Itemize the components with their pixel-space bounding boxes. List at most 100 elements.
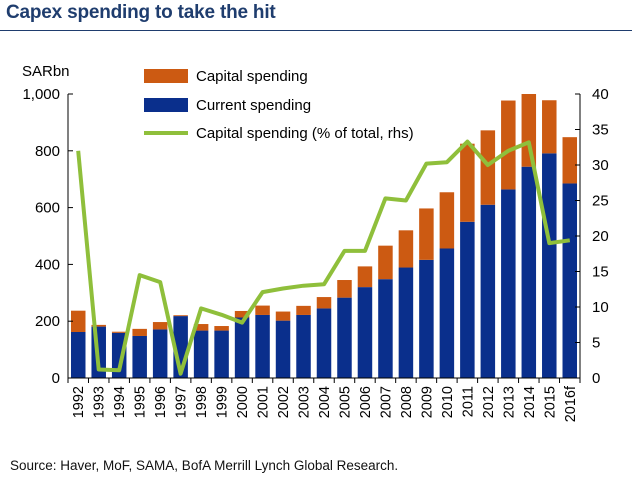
bar-current-2002 [275,320,291,378]
bar-current-2000 [234,317,250,378]
bar-capital-2010 [439,192,455,249]
bar-current-2016f [562,183,578,378]
right-tick-label: 40 [592,86,609,103]
bar-current-2009 [419,259,434,378]
bar-current-2008 [398,267,414,378]
bar-capital-1994 [111,331,127,333]
right-tick-label: 5 [592,335,600,352]
x-tick-label: 2015 [542,386,558,418]
legend-label-capital-pct: Capital spending (% of total, rhs) [196,125,414,142]
bar-capital-2002 [275,311,291,321]
x-tick-label: 2010 [440,386,456,418]
bar-current-2003 [296,314,311,378]
bar-current-2013 [501,189,516,378]
x-tick-label: 1993 [92,386,108,418]
bar-capital-2003 [296,305,311,315]
bar-capital-2016f [562,137,578,184]
chart: SARbn Capital spending Current spending … [22,63,609,422]
right-tick-label: 30 [592,157,609,174]
x-tick-label: 2001 [256,386,272,418]
left-tick-label: 400 [35,256,60,273]
legend-label-current: Current spending [196,97,311,114]
x-tick-label: 2013 [501,386,517,418]
bar-current-1999 [214,330,229,378]
bar-capital-2014 [521,94,537,167]
bar-current-2007 [378,279,393,378]
bar-current-1996 [152,329,168,378]
bar-capital-2008 [398,230,414,268]
bar-capital-1996 [152,322,168,330]
bar-capital-2007 [378,245,393,280]
x-tick-label: 2000 [235,386,251,418]
bar-current-1998 [193,330,209,378]
bar-current-2015 [542,153,557,378]
axes: 0 200 400 600 800 1,000 0 5 10 15 20 25 30 35 40 1992 19… [22,86,608,422]
left-tick-label: 0 [52,370,60,387]
bar-current-2014 [521,166,537,378]
x-tick-label: 2002 [276,386,292,418]
left-tick-label: 1,000 [22,86,60,103]
title-divider [0,30,632,31]
bar-capital-2012 [480,130,496,205]
left-axis-unit: SARbn [22,63,70,80]
bar-current-2005 [337,297,352,378]
bar-capital-2009 [419,208,434,260]
bar-capital-2000 [234,310,250,318]
bar-current-2004 [316,308,332,378]
x-tick-label: 1996 [153,386,169,418]
bar-capital-2005 [337,280,352,298]
bar-capital-1992 [70,310,86,332]
left-tick-label: 800 [35,143,60,160]
x-tick-label: 2012 [481,386,497,418]
source-note: Source: Haver, MoF, SAMA, BofA Merrill L… [10,458,399,473]
bar-capital-2006 [357,266,373,288]
right-tick-label: 25 [592,193,609,210]
x-tick-label: 2006 [358,386,374,418]
bar-capital-2004 [316,297,332,309]
bar-current-2011 [460,221,475,378]
x-tick-label: 2007 [378,386,394,418]
bar-layer [70,94,578,378]
bar-capital-1999 [214,326,229,331]
x-tick-label: 1992 [71,386,87,418]
bar-current-1995 [132,335,147,378]
bar-capital-2015 [542,100,557,154]
bar-current-2010 [439,248,455,378]
legend-swatch-capital [144,69,188,83]
x-tick-label: 1995 [133,386,149,418]
x-tick-label: 1999 [215,386,231,418]
x-tick-label: 2009 [419,386,435,418]
legend: Capital spending Current spending Capita… [144,68,414,142]
x-tick-label: 1997 [174,386,190,418]
x-tick-label: 2005 [338,386,354,418]
x-tick-label: 2004 [317,386,333,418]
bar-capital-1993 [91,324,106,327]
x-tick-label: 2011 [460,386,476,417]
x-tick-label: 2003 [297,386,313,418]
legend-swatch-current [144,98,188,112]
line-capital-pct [76,139,571,376]
x-tick-label: 2016f [563,385,579,422]
legend-label-capital: Capital spending [196,68,308,85]
left-tick-label: 200 [35,313,60,330]
x-tick-label: 2014 [522,386,538,418]
bar-current-2001 [255,314,270,378]
right-tick-label: 20 [592,228,609,245]
left-tick-label: 600 [35,200,60,217]
x-tick-label: 1998 [194,386,210,418]
bar-capital-1995 [132,328,147,336]
bar-capital-1998 [193,324,209,331]
bar-current-2012 [480,204,496,378]
bar-current-1992 [70,331,86,378]
bar-capital-2001 [255,305,270,315]
bar-capital-2013 [501,100,516,190]
x-tick-label: 2008 [399,386,415,418]
chart-title: Capex spending to take the hit [6,2,276,23]
right-tick-label: 35 [592,122,609,139]
bar-current-2006 [357,287,373,378]
bar-capital-1997 [173,315,188,317]
right-tick-label: 15 [592,264,609,281]
right-tick-label: 0 [592,370,600,387]
right-tick-label: 10 [592,299,609,316]
x-tick-label: 1994 [112,386,128,418]
